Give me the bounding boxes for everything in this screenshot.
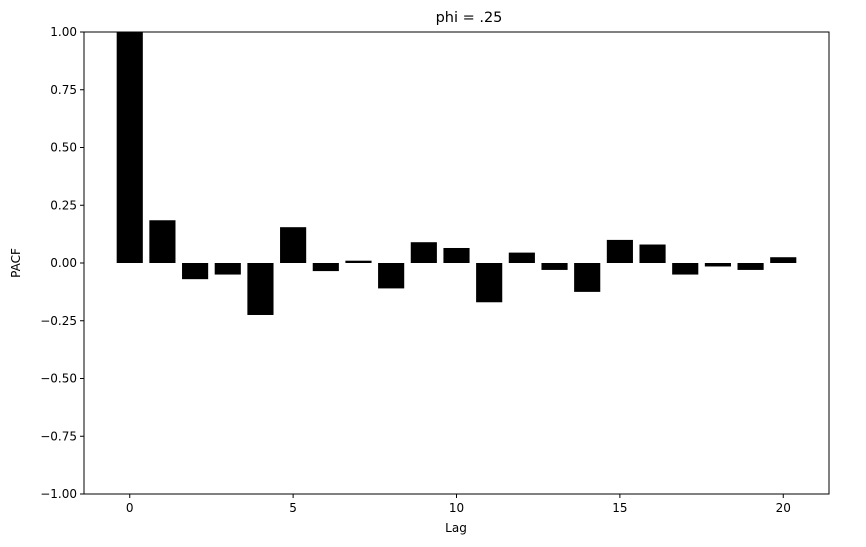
bars — [116, 32, 797, 315]
bar-lag-11 — [476, 263, 503, 303]
bar-lag-5 — [280, 227, 307, 263]
bar-lag-16 — [639, 244, 666, 263]
y-tick-label: −0.75 — [40, 429, 77, 443]
bar-lag-14 — [574, 263, 601, 292]
x-tick-label: 15 — [612, 501, 627, 515]
bar-lag-17 — [672, 263, 699, 275]
y-tick-label: −0.25 — [40, 314, 77, 328]
x-tick-label: 20 — [776, 501, 791, 515]
bar-lag-0 — [116, 32, 143, 263]
y-tick-label: 1.00 — [50, 25, 77, 39]
x-axis-label: Lag — [445, 521, 467, 535]
bar-lag-8 — [378, 263, 405, 289]
bar-lag-7 — [345, 260, 372, 263]
x-tick-label: 10 — [449, 501, 464, 515]
bar-lag-4 — [247, 263, 274, 315]
bar-lag-6 — [312, 263, 339, 272]
y-tick-label: −0.50 — [40, 372, 77, 386]
bar-lag-3 — [214, 263, 241, 275]
y-tick-label: 0.50 — [50, 141, 77, 155]
x-tick-label: 0 — [126, 501, 134, 515]
bar-lag-2 — [182, 263, 209, 280]
bar-lag-12 — [508, 252, 535, 263]
bar-lag-15 — [606, 239, 633, 263]
bar-lag-18 — [704, 263, 731, 267]
y-axis-label: PACF — [9, 248, 23, 278]
y-tick-label: −1.00 — [40, 487, 77, 501]
bar-lag-9 — [410, 242, 437, 263]
y-tick-label: 0.25 — [50, 198, 77, 212]
y-tick-label: 0.00 — [50, 256, 77, 270]
x-tick-label: 5 — [289, 501, 297, 515]
bar-lag-10 — [443, 247, 470, 263]
bar-lag-19 — [737, 263, 764, 270]
bar-lag-20 — [770, 257, 797, 263]
bar-lag-1 — [149, 220, 176, 263]
y-axis: −1.00 −0.75 −0.50 −0.25 0.00 0.25 0.50 0.75 1.00 — [40, 25, 84, 501]
y-tick-label: 0.75 — [50, 83, 77, 97]
bar-lag-13 — [541, 263, 568, 270]
chart-title: phi = .25 — [436, 10, 503, 26]
x-axis: 0 5 10 15 20 — [126, 494, 791, 515]
